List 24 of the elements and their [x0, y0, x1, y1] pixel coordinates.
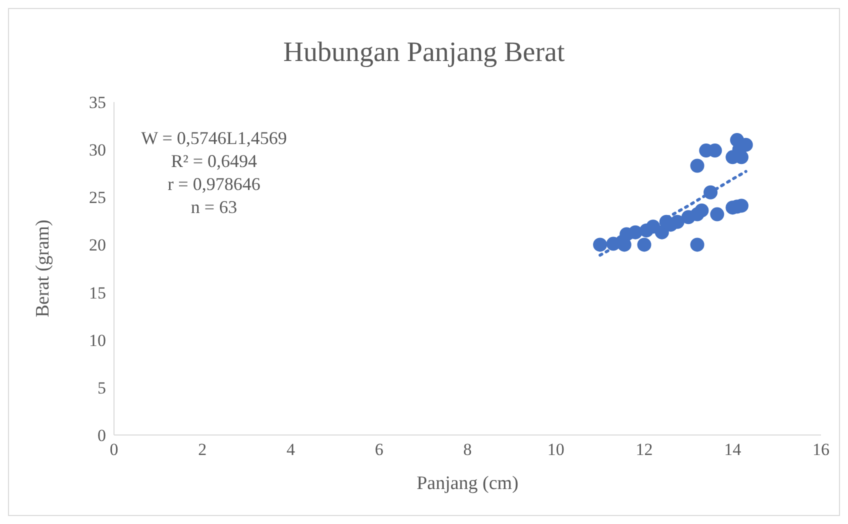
y-tick-label: 30 [89, 140, 106, 160]
x-tick-label: 6 [374, 440, 384, 460]
x-tick-label: 14 [724, 440, 742, 460]
x-tick-label: 2 [198, 440, 207, 460]
y-axis-title: Berat (gram) [32, 220, 54, 318]
x-tick-label: 8 [463, 440, 472, 460]
y-tick-label: 20 [89, 236, 106, 255]
annotation: r = 0,978646 [166, 173, 262, 196]
x-tick-label: 16 [812, 440, 830, 460]
annotation: n = 63 [190, 196, 238, 219]
y-tick-label: 10 [89, 330, 106, 350]
x-axis-title: Panjang (cm) [416, 473, 518, 494]
x-tick-label: 12 [636, 440, 653, 460]
annotation: W = 0,5746L1,4569 [140, 127, 288, 150]
y-tick-label: 35 [89, 93, 106, 112]
chart-title: Hubungan Panjang Berat [282, 37, 566, 69]
y-tick-label: 15 [89, 283, 106, 302]
x-tick-label: 4 [286, 440, 296, 460]
x-tick-label: 0 [110, 440, 118, 460]
y-tick-label: 25 [89, 188, 106, 208]
x-tick-label: 10 [547, 440, 564, 460]
y-tick-label: 0 [98, 426, 106, 446]
y-tick-label: 5 [98, 378, 106, 398]
annotation: R² = 0,6494 [170, 150, 258, 173]
